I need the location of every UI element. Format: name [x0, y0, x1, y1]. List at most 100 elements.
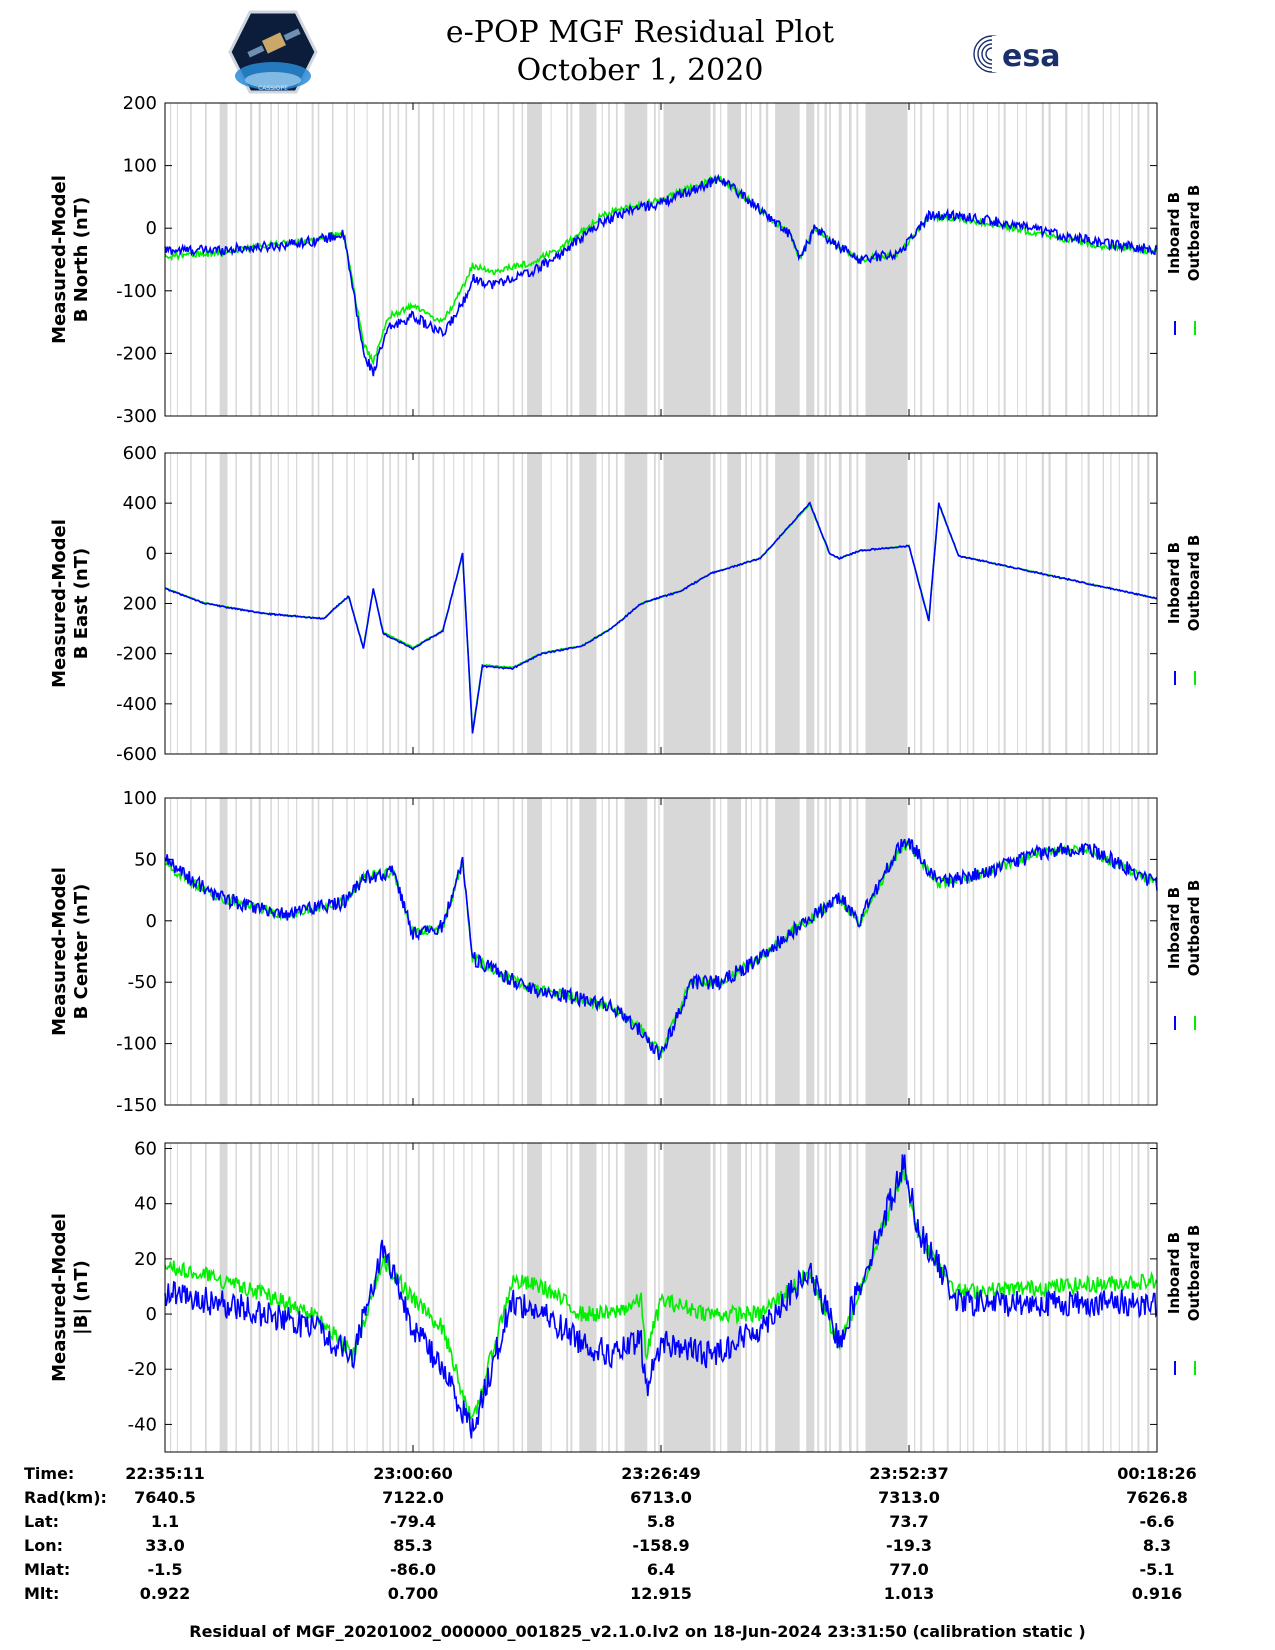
data-gap-band — [972, 103, 975, 416]
data-gap-band — [1131, 103, 1133, 416]
y-axis-label: Measured-ModelB East (nT) — [49, 519, 92, 688]
data-gap-band — [1048, 798, 1051, 1105]
chart-panel-4: 60 40 20 0 -20 -40 Measured-Model|B| (nT) Inboa… — [49, 1139, 1203, 1453]
data-gap-band — [397, 453, 400, 754]
data-gap-band — [914, 798, 916, 1105]
data-gap-band — [1041, 103, 1044, 416]
data-gap-band — [987, 453, 988, 754]
data-gap-band — [443, 798, 445, 1105]
data-gap-band — [720, 1143, 722, 1452]
legend: Inboard B Outboard B — [1165, 880, 1203, 1030]
data-gap-band — [463, 453, 465, 754]
info-cell: -6.6 — [1139, 1512, 1175, 1531]
series-line-inboard — [164, 1154, 1158, 1439]
data-gap-band — [972, 453, 975, 754]
data-gap-band — [959, 1143, 961, 1452]
data-gap-band — [317, 103, 320, 416]
series-line-outboard — [165, 840, 1158, 1059]
info-cell: 5.8 — [646, 1512, 676, 1531]
data-gap-band — [932, 453, 935, 754]
data-gap-band — [287, 453, 289, 754]
info-cell: 23:52:37 — [869, 1464, 949, 1483]
data-gap-band — [1081, 798, 1083, 1105]
data-gap-band — [235, 1143, 237, 1452]
data-gap-band — [566, 453, 569, 754]
data-gap-band — [432, 1143, 435, 1452]
legend: Inboard B Outboard B — [1165, 1225, 1203, 1375]
data-gap-band — [720, 453, 722, 754]
data-gap-band — [1147, 1143, 1150, 1452]
data-gap-band — [389, 103, 391, 416]
info-cell: 12.915 — [630, 1584, 692, 1603]
data-gap-band — [296, 798, 298, 1105]
data-gap-band — [483, 1143, 485, 1452]
title-line-1: e-POP MGF Residual Plot — [445, 15, 835, 50]
data-gap-band — [331, 1143, 334, 1452]
info-cell: 85.3 — [393, 1536, 433, 1555]
data-gap-band — [219, 103, 228, 416]
y-tick-label: 0 — [146, 1304, 157, 1325]
footer-caption: Residual of MGF_20201002_000000_001825_v… — [189, 1622, 1086, 1641]
data-gap-band — [579, 453, 589, 754]
data-gap-band — [1065, 103, 1068, 416]
data-gap-band — [972, 1143, 975, 1452]
data-gap-band — [1118, 798, 1120, 1105]
data-gap-band — [270, 103, 272, 416]
data-gap-band — [849, 453, 852, 754]
data-gap-band — [317, 453, 320, 754]
data-gap-band — [550, 103, 552, 416]
data-gap-band — [1118, 453, 1120, 754]
data-gap-band — [1087, 453, 1090, 754]
data-gap-bands — [170, 103, 1150, 416]
data-gap-band — [824, 798, 827, 1105]
data-gap-band — [471, 453, 473, 754]
data-gap-band — [998, 453, 1000, 754]
data-gap-band — [920, 453, 923, 754]
data-gap-band — [1147, 798, 1150, 1105]
data-gap-band — [654, 1143, 656, 1452]
data-gap-band — [270, 453, 272, 754]
data-gap-band — [521, 103, 524, 416]
data-gap-band — [296, 1143, 298, 1452]
data-gap-band — [366, 453, 368, 754]
data-gap-band — [317, 798, 320, 1105]
data-gap-bands — [170, 453, 1150, 754]
data-gap-band — [932, 798, 935, 1105]
data-gap-band — [346, 453, 348, 754]
data-gap-band — [277, 103, 279, 416]
data-gap-band — [920, 1143, 923, 1452]
data-gap-band — [353, 453, 355, 754]
info-cell: 1.013 — [883, 1584, 935, 1603]
data-gap-band — [824, 453, 827, 754]
data-gap-band — [654, 453, 656, 754]
data-gap-band — [366, 798, 368, 1105]
y-tick-label: 20 — [134, 1249, 157, 1270]
y-tick-label: -600 — [116, 744, 157, 765]
data-gap-band — [666, 103, 711, 416]
y-tick-label: -40 — [128, 1414, 157, 1435]
data-gap-band — [750, 798, 752, 1105]
data-gap-band — [497, 1143, 500, 1452]
legend-label-outboard: Outboard B — [1185, 1225, 1203, 1322]
data-gap-band — [382, 798, 384, 1105]
data-gap-band — [463, 1143, 465, 1452]
y-tick-label: 0 — [146, 543, 157, 564]
data-gap-band — [759, 1143, 762, 1452]
data-gap-band — [658, 453, 660, 754]
legend: Inboard B Outboard B — [1165, 185, 1203, 335]
data-gap-band — [745, 103, 747, 416]
y-tick-label: -200 — [116, 343, 157, 364]
data-gap-band — [270, 1143, 272, 1452]
series-line-inboard — [164, 838, 1158, 1061]
data-gap-band — [190, 453, 192, 754]
legend: Inboard B Outboard B — [1165, 535, 1203, 685]
data-gap-band — [1017, 103, 1019, 416]
data-gap-band — [443, 103, 445, 416]
data-gap-band — [331, 798, 334, 1105]
data-gap-band — [879, 103, 904, 416]
y-axis-label: Measured-Model|B| (nT) — [49, 1213, 92, 1382]
y-axis-label-line-1: Measured-Model — [49, 175, 70, 344]
chart-panel-1: 200 100 0 -100 -200 -300 Measured-ModelB North… — [49, 93, 1203, 427]
data-gap-band — [353, 103, 355, 416]
data-gap-band — [608, 1143, 610, 1452]
